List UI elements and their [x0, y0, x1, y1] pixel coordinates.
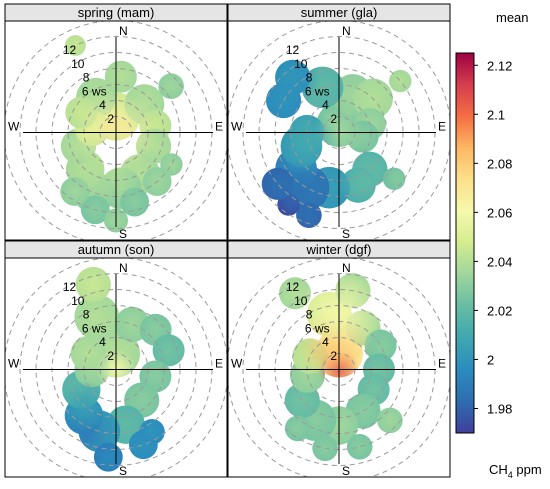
ws-tick-label: 4 — [99, 335, 106, 349]
compass-north: N — [342, 261, 351, 275]
surface-blob — [377, 407, 403, 434]
panel-title: autumn (son) — [78, 242, 155, 257]
surface-blob — [160, 153, 183, 176]
ws-tick-label: 4 — [99, 98, 106, 112]
compass-north: N — [342, 24, 351, 38]
colorbar-tick-label: 1.98 — [487, 401, 512, 416]
surface-blob — [74, 294, 120, 340]
panel-plot-area — [228, 258, 450, 477]
colorbar-border — [455, 52, 475, 434]
surface-blob — [346, 433, 373, 460]
surface-blob — [75, 266, 111, 303]
surface-feature — [264, 49, 321, 106]
ws-tick-label: 8 — [83, 308, 90, 322]
surface-features — [264, 49, 399, 221]
surface-blob — [139, 419, 165, 445]
panel-title: summer (gla) — [301, 5, 378, 20]
ws-tick-label: 6 ws — [305, 84, 330, 98]
compass-west: W — [8, 120, 20, 134]
ws-tick-label: 2 — [107, 112, 114, 126]
compass-east: E — [215, 357, 223, 371]
colorbar-tick-label: 2.04 — [487, 254, 512, 269]
surface-features — [54, 349, 137, 466]
colorbar-fill — [456, 53, 474, 433]
surface-feature — [335, 148, 399, 213]
ws-tick-label: 2 — [107, 349, 114, 363]
panel-title: winter (dgf) — [305, 242, 371, 257]
legend-title: mean — [496, 10, 529, 25]
compass-axes — [23, 37, 213, 227]
surface-blob — [389, 69, 412, 93]
ws-tick-label: 6 ws — [82, 321, 107, 335]
compass-east: E — [438, 357, 446, 371]
colorbar-tick-label: 2.02 — [487, 303, 512, 318]
surface-blob — [284, 415, 311, 442]
ws-tick-label: 8 — [83, 71, 90, 85]
colorbar-tick-label: 2.1 — [487, 107, 505, 122]
colorbar-ticks: 1.98 2 2.02 2.04 2.06 2.08 2.1 2.12 — [474, 58, 512, 416]
colorbar-tick-label: 2.06 — [487, 205, 512, 220]
colorbar-tick-label: 2.08 — [487, 156, 512, 171]
panel-border — [4, 20, 228, 241]
compass-south: S — [119, 464, 127, 478]
ws-tick-label: 10 — [294, 57, 308, 71]
panel-border — [227, 20, 451, 241]
compass-south: S — [342, 464, 350, 478]
compass-east: E — [438, 120, 446, 134]
ws-tick-label: 10 — [294, 294, 308, 308]
ws-tick-label: 12 — [63, 280, 77, 294]
ws-tick-label: 6 ws — [305, 321, 330, 335]
ws-tick-label: 12 — [63, 43, 77, 57]
colorbar-tick-label: 2 — [487, 352, 494, 367]
compass-north: N — [119, 261, 128, 275]
colorbar — [455, 52, 475, 434]
panel-border — [227, 257, 451, 478]
panel-plot-area — [5, 258, 227, 477]
compass-south: S — [342, 227, 350, 241]
compass-east: E — [215, 120, 223, 134]
ws-tick-label: 12 — [286, 280, 300, 294]
compass-south: S — [119, 227, 127, 241]
ws-tick-label: 4 — [322, 98, 329, 112]
surface-feature — [276, 111, 341, 176]
ws-tick-label: 4 — [322, 335, 329, 349]
colorbar-tick-label: 2.12 — [487, 58, 512, 73]
compass-west: W — [231, 357, 243, 371]
panel-plot-area — [228, 21, 450, 240]
surface-blob — [152, 334, 185, 367]
ws-tick-label: 10 — [71, 57, 85, 71]
compass-axes — [23, 274, 213, 464]
legend: mean 1.98 2 2.02 2.04 2.06 2.08 2.1 2.12 CH4 pp… — [455, 10, 542, 480]
ws-tick-label: 2 — [330, 349, 337, 363]
panel-plot-area — [5, 21, 227, 240]
compass-north: N — [119, 24, 128, 38]
ws-tick-label: 6 ws — [82, 84, 107, 98]
ws-tick-label: 8 — [306, 308, 313, 322]
ws-tick-label: 8 — [306, 71, 313, 85]
compass-west: W — [231, 120, 243, 134]
surface-blob — [104, 60, 137, 93]
compass-west: W — [8, 357, 20, 371]
ws-tick-label: 2 — [330, 112, 337, 126]
surface-feature — [268, 162, 328, 221]
panel-title: spring (mam) — [78, 5, 155, 20]
surface-blob — [158, 73, 184, 100]
ws-tick-label: 10 — [71, 294, 85, 308]
legend-unit-label: CH4 ppm — [489, 462, 542, 480]
ws-tick-label: 12 — [286, 43, 300, 57]
panel-border — [4, 257, 228, 478]
compass-axes — [246, 274, 436, 464]
compass-axes — [246, 37, 436, 227]
